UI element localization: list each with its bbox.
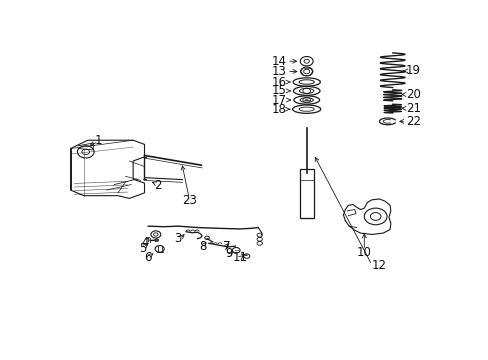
Text: 1: 1	[94, 134, 102, 147]
Text: 12: 12	[371, 259, 386, 272]
Text: 16: 16	[271, 76, 286, 89]
Text: 5: 5	[139, 242, 146, 255]
Text: 11: 11	[232, 251, 247, 264]
Text: 17: 17	[271, 94, 286, 107]
Text: 9: 9	[225, 247, 233, 260]
Text: 23: 23	[182, 194, 196, 207]
Text: 13: 13	[271, 65, 286, 78]
Text: 14: 14	[271, 55, 286, 68]
Text: 15: 15	[271, 84, 286, 97]
Text: 4: 4	[141, 236, 149, 249]
Text: 19: 19	[405, 64, 420, 77]
Text: 18: 18	[271, 103, 286, 116]
Text: 10: 10	[356, 246, 371, 259]
Text: 7: 7	[222, 240, 230, 253]
Text: 22: 22	[405, 115, 420, 128]
Text: 20: 20	[405, 88, 420, 101]
Text: 8: 8	[199, 240, 206, 253]
Text: 2: 2	[154, 179, 161, 192]
Bar	[299, 169, 313, 218]
Text: 21: 21	[405, 102, 420, 115]
Text: 6: 6	[143, 251, 151, 264]
Text: 3: 3	[174, 232, 181, 245]
